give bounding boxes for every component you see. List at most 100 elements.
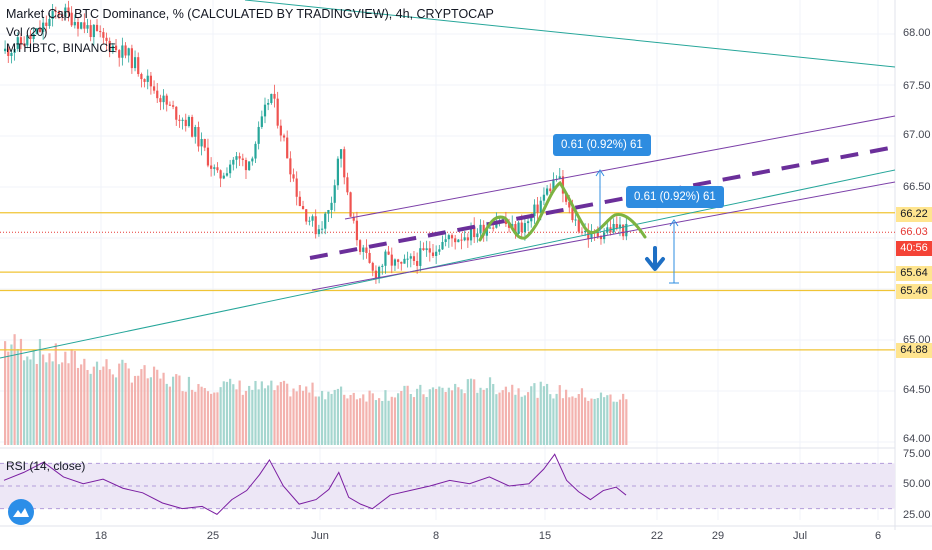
candle-body	[146, 75, 149, 82]
volume-bar	[235, 389, 238, 445]
candle-body	[26, 35, 29, 46]
volume-bar	[276, 385, 279, 445]
volume-bar	[254, 380, 257, 445]
candle-body	[121, 45, 124, 58]
candle-body	[479, 224, 482, 234]
volume-bar	[16, 348, 19, 445]
candle-body	[390, 254, 393, 266]
volume-bar	[473, 379, 476, 445]
price-axis-label: 67.00	[903, 129, 931, 141]
volume-bar	[612, 401, 615, 445]
candle-body	[517, 222, 520, 234]
volume-bar	[42, 354, 45, 445]
tradingview-logo-icon[interactable]	[8, 499, 34, 525]
candle-body	[482, 224, 485, 236]
candle-body	[203, 138, 206, 148]
candle-body	[435, 251, 438, 256]
candle-body	[76, 22, 80, 29]
volume-bar	[295, 391, 298, 445]
candle-body	[89, 25, 92, 38]
candle-body	[51, 11, 54, 19]
volume-bar	[95, 361, 99, 445]
volume-bar	[289, 396, 292, 445]
candle-body	[457, 239, 460, 243]
volume-bar	[191, 389, 194, 445]
candle-body	[143, 79, 146, 82]
volume-bar	[48, 353, 51, 445]
candle-body	[45, 22, 48, 27]
volume-bar	[194, 391, 197, 445]
candle-body	[596, 232, 599, 237]
volume-bar	[121, 359, 124, 445]
candle-body	[311, 216, 314, 221]
volume-bar	[479, 387, 482, 445]
candle-body	[210, 165, 213, 169]
volume-bar	[409, 393, 412, 445]
candle-body	[378, 266, 381, 279]
measure-callout-1[interactable]: 0.61 (0.92%) 61	[553, 134, 651, 156]
price-axis-label: 66.50	[903, 181, 931, 193]
candle-body	[355, 220, 359, 241]
candle-body	[406, 258, 409, 260]
candle-body	[225, 173, 229, 176]
volume-bar	[599, 392, 603, 445]
candle-body	[273, 93, 276, 99]
volume-bar	[260, 381, 263, 445]
candle-body	[238, 156, 241, 159]
candle-body	[523, 223, 527, 233]
candle-body	[507, 224, 511, 228]
candle-body	[454, 238, 457, 243]
volume-bar	[222, 381, 225, 445]
volume-bar	[35, 363, 38, 445]
volume-bar	[444, 391, 447, 445]
candle-body	[606, 227, 609, 233]
volume-bar	[137, 375, 140, 445]
volume-bar	[393, 397, 397, 445]
candle-body	[320, 228, 324, 230]
candle-body	[61, 14, 64, 17]
candle-body	[70, 12, 73, 26]
candle-body	[114, 45, 118, 51]
candle-body	[476, 233, 479, 238]
volume-bar	[159, 378, 162, 445]
candle-body	[327, 210, 330, 214]
volume-bar	[447, 387, 450, 445]
candle-body	[622, 224, 625, 237]
volume-bar	[514, 394, 517, 445]
candle-body	[178, 119, 181, 121]
candle-body	[463, 237, 466, 241]
volume-bar	[19, 338, 23, 445]
candle-body	[32, 33, 35, 40]
volume-bar	[428, 389, 431, 445]
candle-body	[292, 174, 295, 179]
volume-bar	[565, 389, 568, 445]
volume-bar	[596, 398, 599, 445]
candle-body	[83, 22, 86, 29]
volume-bar	[4, 341, 7, 445]
candle-body	[152, 86, 156, 91]
candle-body	[187, 116, 191, 127]
candle-body	[349, 192, 352, 217]
candle-body	[308, 220, 311, 222]
volume-bar	[571, 396, 574, 445]
candle-body	[251, 158, 254, 162]
candle-body	[13, 48, 16, 53]
price-tag-level: 65.64	[896, 266, 932, 281]
volume-bar	[140, 369, 143, 445]
date-axis-label: Jul	[792, 530, 808, 542]
candle-body	[571, 207, 574, 221]
measure-callout-2[interactable]: 0.61 (0.92%) 61	[626, 186, 724, 208]
volume-bar	[238, 380, 241, 445]
volume-bar	[530, 386, 533, 445]
candle-body	[263, 104, 267, 117]
candle-body	[232, 159, 235, 165]
volume-bar	[523, 395, 527, 445]
candle-body	[403, 258, 406, 264]
channel-midline-dashed	[309, 145, 896, 260]
candle-body	[257, 126, 260, 144]
volume-bar	[114, 377, 118, 445]
volume-bar	[618, 399, 622, 445]
candle-body	[625, 223, 628, 237]
volume-bar	[343, 394, 346, 445]
